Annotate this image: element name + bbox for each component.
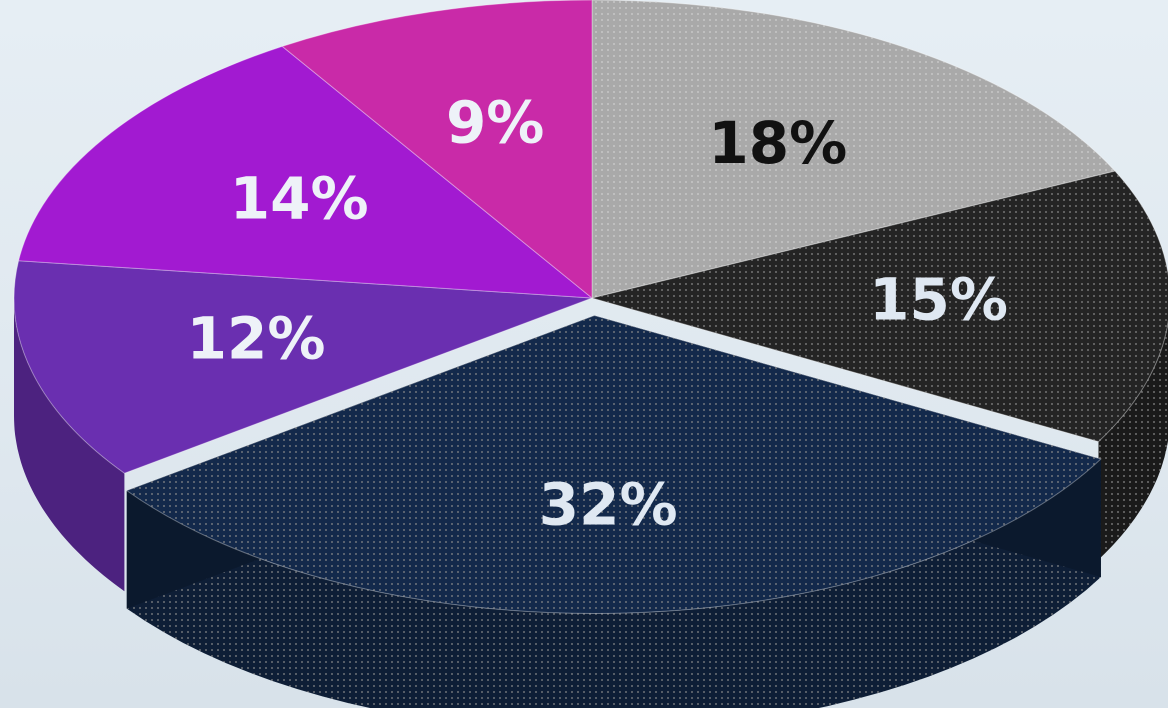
pie-slice-side-3 xyxy=(14,298,125,592)
pie-slice-3 xyxy=(13,260,593,474)
pie-slice-tops xyxy=(13,0,1168,614)
pie-slice-label-3: 12% xyxy=(187,305,326,373)
pie-slice-texture-2 xyxy=(126,315,1101,614)
pie-slice-4 xyxy=(17,45,594,299)
pie-slice-label-5: 9% xyxy=(446,88,544,156)
pie-slice-label-1: 15% xyxy=(869,266,1008,334)
pie-slice-label-4: 14% xyxy=(230,164,369,232)
pie-slice-texture-1 xyxy=(592,171,1168,442)
pie-slice-label-0: 18% xyxy=(708,109,847,177)
pie-slice-side-texture-1 xyxy=(1098,322,1168,560)
pie-slice-label-2: 32% xyxy=(539,471,678,539)
pie-slice-labels: 18% 15% 32% 12% 14% 9% xyxy=(187,88,1008,538)
pie-slice-side-texture-2 xyxy=(126,459,1101,708)
pie-slice-5 xyxy=(281,0,593,300)
pie-slice-texture-0 xyxy=(592,0,1115,298)
